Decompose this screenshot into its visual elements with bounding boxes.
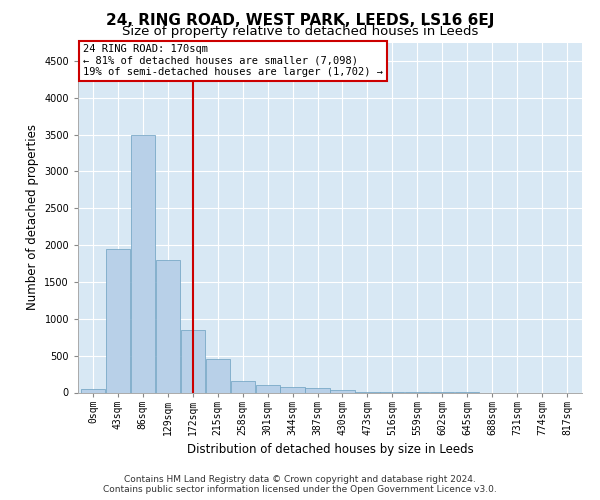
Text: 24, RING ROAD, WEST PARK, LEEDS, LS16 6EJ: 24, RING ROAD, WEST PARK, LEEDS, LS16 6E… <box>106 12 494 28</box>
Text: 24 RING ROAD: 170sqm
← 81% of detached houses are smaller (7,098)
19% of semi-de: 24 RING ROAD: 170sqm ← 81% of detached h… <box>83 44 383 78</box>
Bar <box>81 389 105 392</box>
Bar <box>331 390 355 392</box>
Text: Size of property relative to detached houses in Leeds: Size of property relative to detached ho… <box>122 25 478 38</box>
Bar <box>131 134 155 392</box>
X-axis label: Distribution of detached houses by size in Leeds: Distribution of detached houses by size … <box>187 443 473 456</box>
Bar <box>230 382 255 392</box>
Bar <box>206 360 230 392</box>
Bar <box>181 330 205 392</box>
Bar <box>305 388 329 392</box>
Y-axis label: Number of detached properties: Number of detached properties <box>26 124 38 310</box>
Bar <box>156 260 180 392</box>
Bar <box>256 385 280 392</box>
Bar <box>106 249 130 392</box>
Text: Contains HM Land Registry data © Crown copyright and database right 2024.
Contai: Contains HM Land Registry data © Crown c… <box>103 474 497 494</box>
Bar <box>280 386 305 392</box>
